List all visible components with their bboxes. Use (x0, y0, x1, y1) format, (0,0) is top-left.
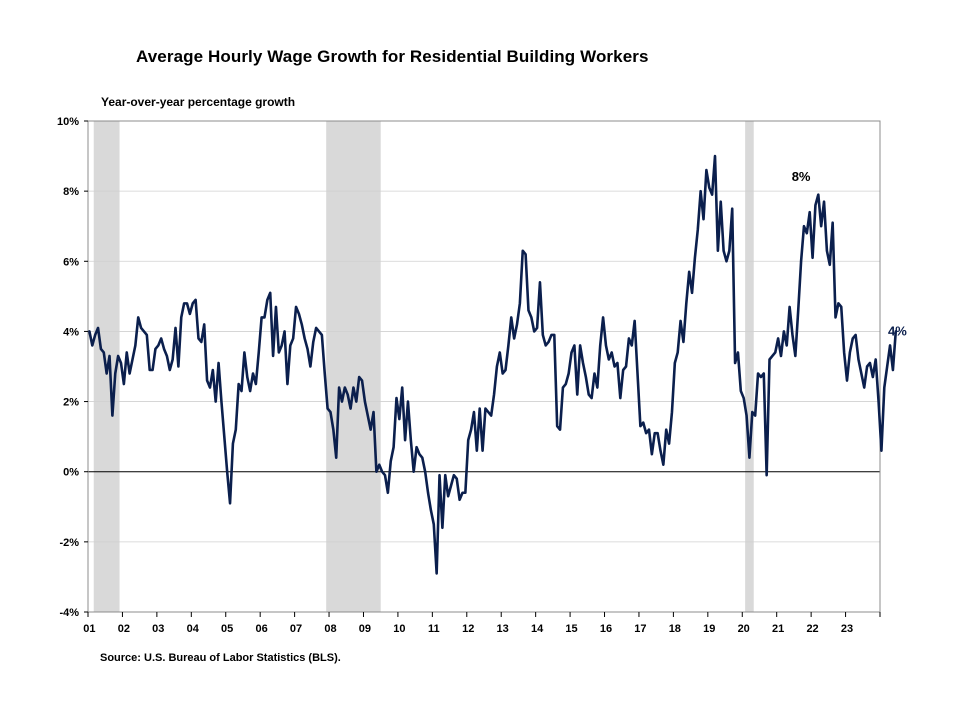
x-tick-label: 05 (221, 623, 233, 635)
y-tick-label: -4% (59, 607, 79, 619)
y-tick-label: 6% (63, 256, 79, 268)
x-axis-ticks: 01 02 03 04 05 06 07 08 09 10 11 12 13 14 15 16 17 18 19 20… (83, 612, 881, 635)
x-tick-label: 02 (118, 623, 130, 635)
x-tick-label: 15 (565, 623, 577, 635)
y-tick-label: 0% (63, 467, 79, 479)
y-tick-label: 8% (63, 186, 79, 198)
x-tick-label: 01 (83, 623, 95, 635)
x-tick-label: 19 (703, 623, 715, 635)
y-tick-label: 4% (63, 326, 79, 338)
series-line-1 (88, 154, 898, 575)
x-tick-label: 22 (806, 623, 818, 635)
x-tick-label: 23 (841, 623, 853, 635)
x-tick-label: 09 (359, 623, 371, 635)
plot-border (87, 120, 881, 613)
y-axis-label: Year-over-year percentage growth (101, 95, 296, 109)
y-axis-ticks: 10% 8% 6% 4% 2% 0% -2% -4% (57, 116, 88, 619)
x-tick-label: 17 (634, 623, 646, 635)
annotation-label-2: 4% (888, 323, 907, 338)
x-tick-label: 20 (738, 623, 750, 635)
y-tick-label: -2% (59, 537, 79, 549)
x-tick-label: 18 (669, 623, 681, 635)
x-tick-label: 21 (772, 623, 784, 635)
gridlines (88, 190, 880, 543)
chart-title: Average Hourly Wage Growth for Residenti… (136, 47, 649, 66)
recession-band-3 (745, 121, 754, 612)
y-tick-label: 10% (57, 116, 79, 128)
x-tick-label: 11 (428, 623, 440, 635)
x-tick-label: 16 (600, 623, 612, 635)
x-tick-label: 10 (393, 623, 405, 635)
x-tick-label: 03 (152, 623, 164, 635)
source-note: Source: U.S. Bureau of Labor Statistics … (100, 652, 341, 664)
y-tick-label: 2% (63, 397, 79, 409)
x-tick-label: 07 (290, 623, 302, 635)
x-tick-label: 08 (324, 623, 336, 635)
annotation-label-1: 8% (792, 169, 811, 184)
x-tick-label: 04 (187, 623, 200, 635)
plot-frame (87, 120, 881, 613)
series-group (88, 154, 898, 575)
x-tick-label: 06 (255, 623, 267, 635)
x-tick-label: 14 (531, 623, 544, 635)
x-tick-label: 13 (497, 623, 509, 635)
annotations: 8% 4% (792, 169, 908, 338)
recession-shading (93, 121, 754, 612)
recession-band-2 (326, 121, 381, 612)
x-tick-label: 12 (462, 623, 474, 635)
